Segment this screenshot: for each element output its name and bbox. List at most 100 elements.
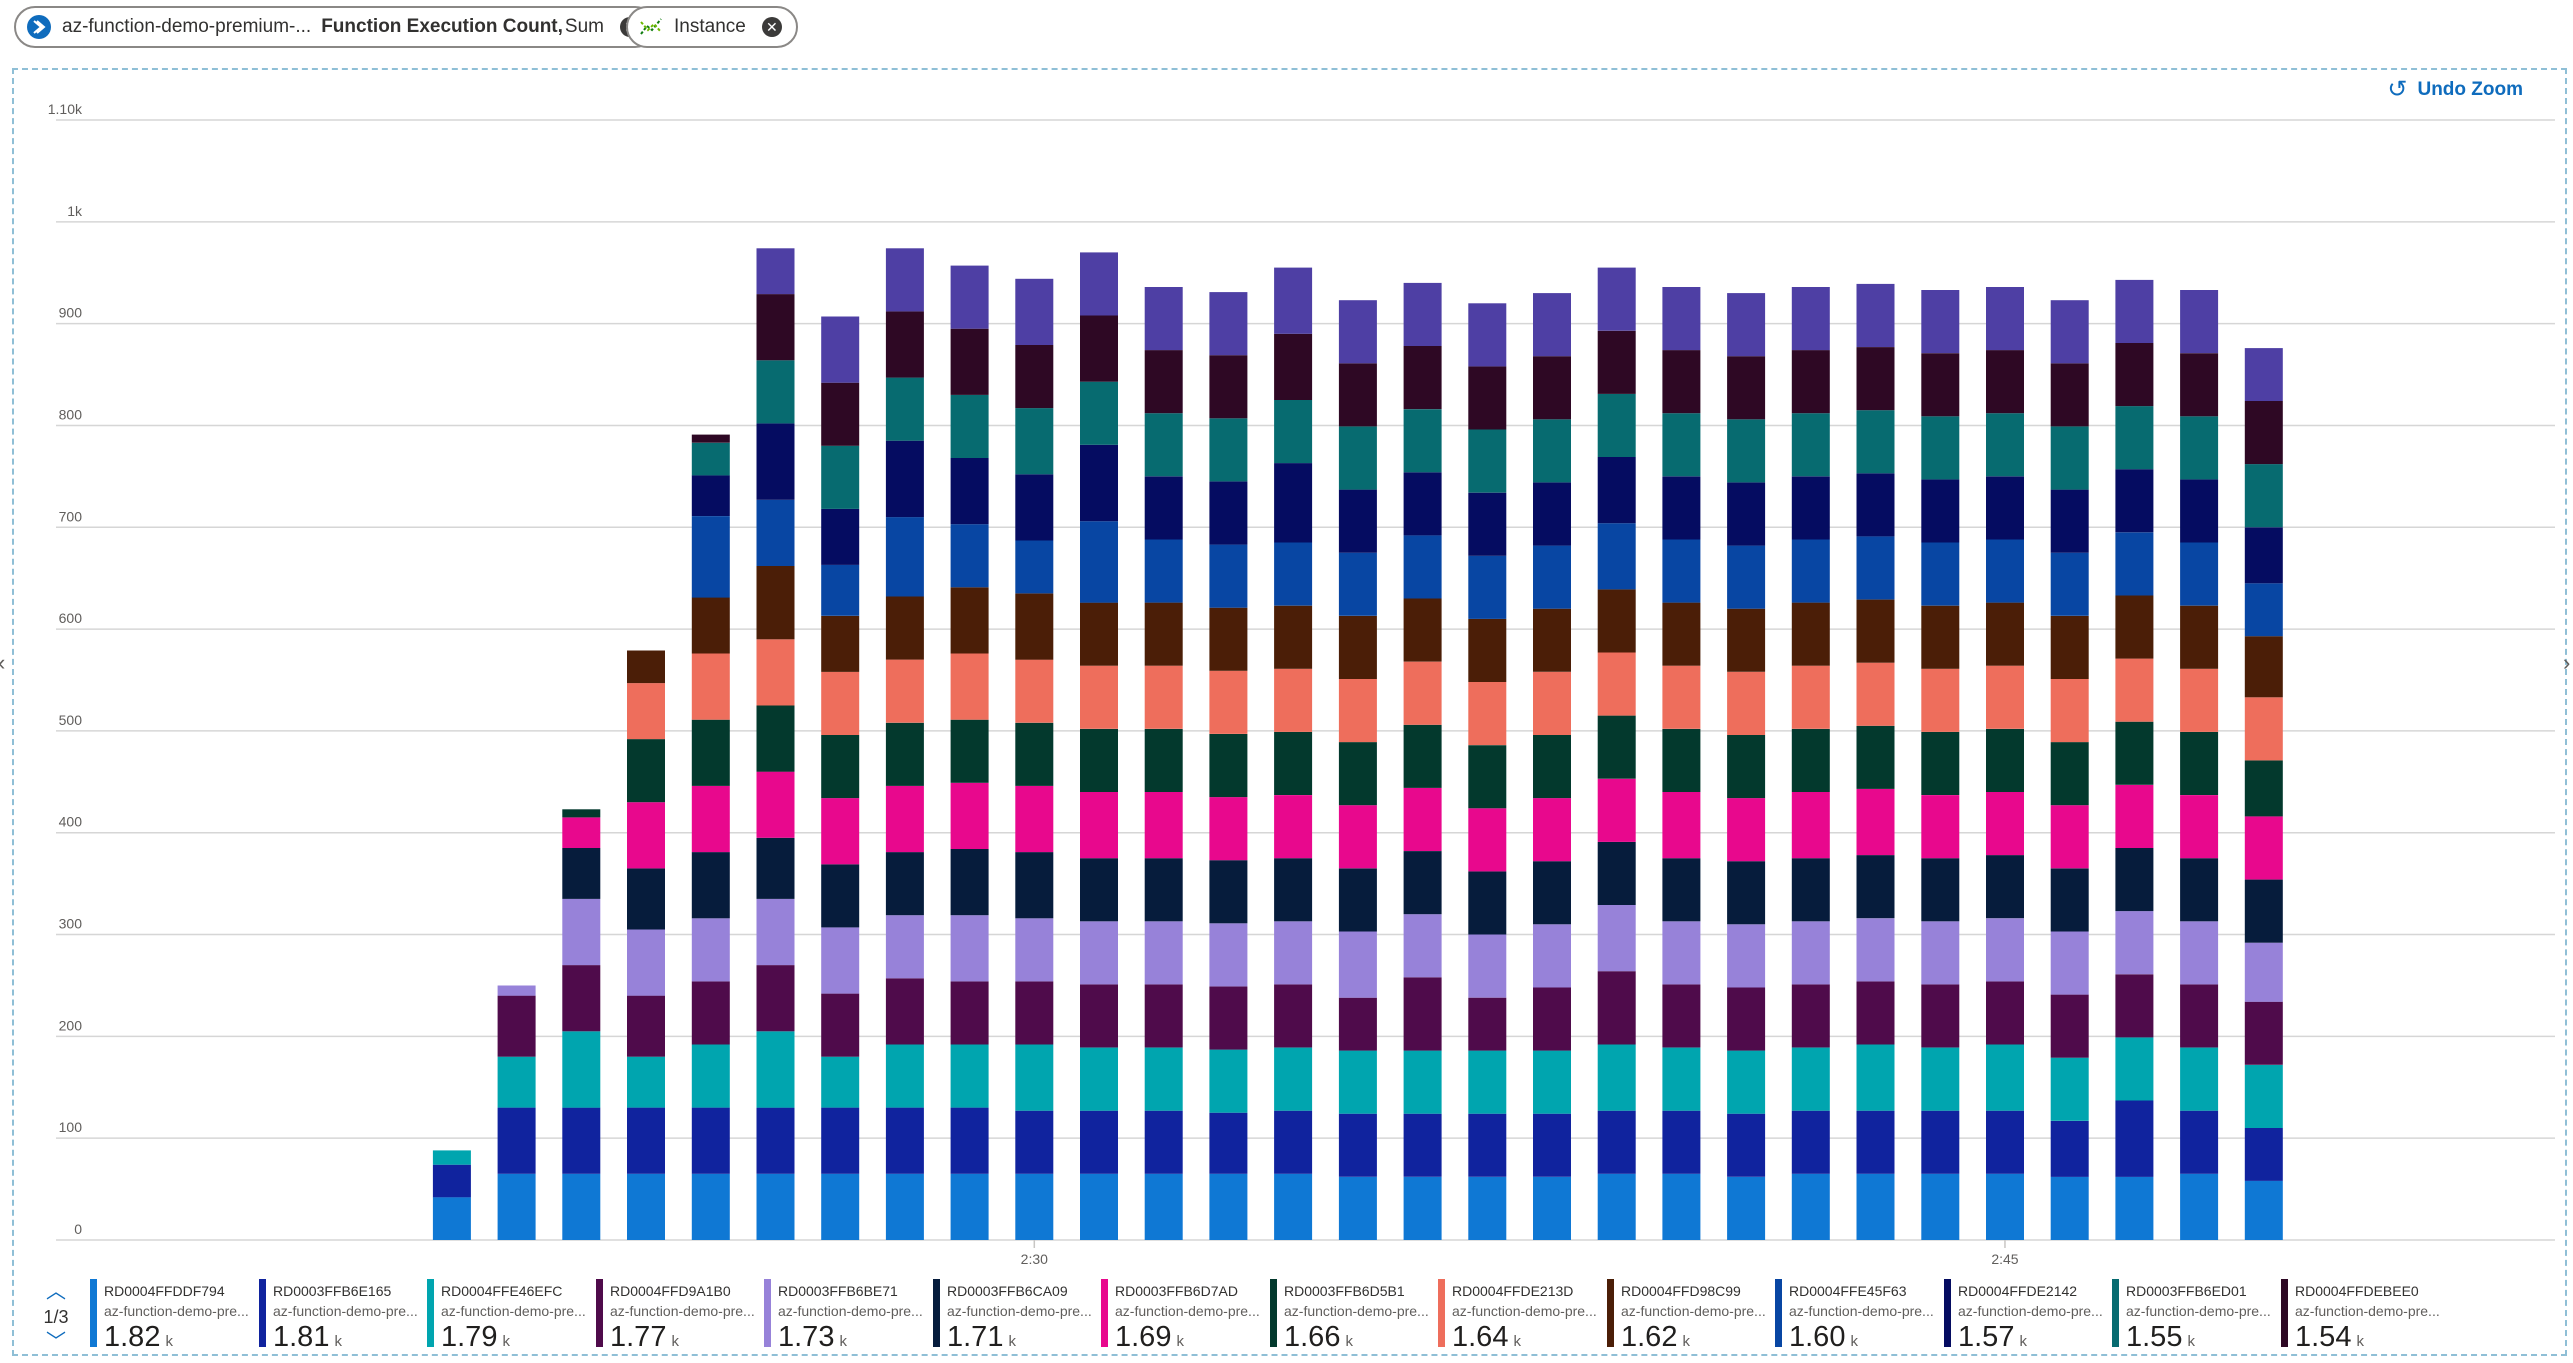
- bar-segment: [1533, 798, 1571, 862]
- legend-item[interactable]: RD0004FFD9A1B0 az-function-demo-pre... 1.7…: [596, 1279, 756, 1353]
- legend-resource-name: az-function-demo-pre...: [1789, 1303, 1934, 1319]
- bar-segment: [1274, 542, 1313, 606]
- bar-segment: [1209, 481, 1248, 545]
- bar-segment: [1856, 662, 1895, 726]
- legend-total: 1.54 k: [2295, 1321, 2364, 1354]
- bar-segment: [1209, 544, 1248, 608]
- chevron-right-icon[interactable]: ›: [2563, 650, 2571, 675]
- metric-name: Function Execution Count,: [321, 16, 563, 37]
- legend-item[interactable]: RD0003FFB6CA09 az-function-demo-pre... 1.7…: [933, 1279, 1093, 1353]
- bar-segment: [821, 798, 860, 865]
- bar-segment: [691, 981, 730, 1045]
- bar-segment: [1791, 1047, 1830, 1111]
- close-icon[interactable]: ✕: [761, 17, 782, 37]
- bar-segment: [885, 1044, 924, 1108]
- bar-segment: [1662, 1047, 1701, 1111]
- bar-segment: [2050, 679, 2089, 743]
- bar-segment: [1597, 589, 1636, 653]
- legend-item[interactable]: RD0004FFDDF794 az-function-demo-pre... 1.8…: [90, 1279, 250, 1353]
- chevron-left-icon[interactable]: ‹: [0, 650, 5, 676]
- legend-item[interactable]: RD0003FFB6E165 az-function-demo-pre... 1.8…: [259, 1279, 419, 1353]
- bar-segment: [885, 1107, 924, 1174]
- bar-segment: [432, 1164, 471, 1198]
- bar-segment: [2115, 1100, 2154, 1177]
- bar-segment: [1403, 661, 1442, 725]
- bar-segment: [756, 360, 795, 424]
- legend-item[interactable]: RD0004FFE46EFC az-function-demo-pre... 1.7…: [427, 1279, 587, 1353]
- legend-total: 1.55 k: [2126, 1321, 2195, 1354]
- bar-segment: [1080, 792, 1118, 859]
- bar-segment: [2115, 658, 2154, 722]
- bar-segment: [562, 965, 601, 1032]
- legend-item[interactable]: RD0003FFB6ED01 az-function-demo-pre... 1.5…: [2112, 1279, 2272, 1353]
- bar-segment: [1468, 682, 1507, 746]
- bar-segment: [1791, 413, 1830, 477]
- bar-segment: [950, 1173, 989, 1240]
- bar-segment: [1338, 997, 1377, 1051]
- bar-segment: [1597, 523, 1636, 590]
- bar-segment: [627, 929, 665, 996]
- y-tick-label: 800: [59, 406, 83, 422]
- legend-item[interactable]: RD0004FFDE2142 az-function-demo-pre... 1.5…: [1944, 1279, 2104, 1353]
- bar-segment: [1209, 670, 1248, 734]
- legend-resource-name: az-function-demo-pre...: [441, 1303, 586, 1319]
- bar-segment: [1533, 987, 1571, 1051]
- bar-segment: [2115, 532, 2154, 596]
- bar-segment: [1597, 457, 1636, 524]
- y-tick-label: 1k: [67, 203, 83, 219]
- legend-item[interactable]: RD0003FFB6D7AD az-function-demo-pre... 1.6…: [1101, 1279, 1261, 1353]
- bar-segment: [691, 434, 730, 443]
- legend-value: 1.71: [947, 1321, 1004, 1353]
- bar-segment: [2050, 300, 2089, 364]
- bar-segment: [1727, 735, 1766, 799]
- legend-item[interactable]: RD0004FFDEBEE0 az-function-demo-pre... 1.5…: [2281, 1279, 2441, 1353]
- bar-segment: [1403, 409, 1442, 473]
- bar-segment: [1662, 858, 1701, 922]
- metric-pill[interactable]: az-function-demo-premium-... Function Ex…: [14, 6, 656, 48]
- bar-segment: [1468, 429, 1507, 493]
- legend-unit: k: [1850, 1333, 1858, 1350]
- split-pill[interactable]: Instance ✕: [626, 6, 798, 48]
- bar-segment: [1015, 1110, 1054, 1174]
- bar-segment: [1080, 252, 1118, 316]
- bar-segment: [1921, 542, 1960, 606]
- bar-segment: [1209, 797, 1248, 861]
- bar-segment: [1533, 608, 1571, 672]
- legend-item[interactable]: RD0003FFB6BE71 az-function-demo-pre... 1.7…: [764, 1279, 924, 1353]
- legend-pager[interactable]: ︿ 1/3 ﹀: [38, 1282, 74, 1352]
- bar-segment: [497, 1173, 536, 1240]
- bar-segment: [1597, 841, 1636, 905]
- chevron-down-icon[interactable]: ﹀: [46, 1331, 66, 1353]
- legend-item[interactable]: RD0003FFB6D5B1 az-function-demo-pre... 1.6…: [1270, 1279, 1430, 1353]
- bar-segment: [1274, 333, 1313, 400]
- legend-item[interactable]: RD0004FFD98C99 az-function-demo-pre... 1.6…: [1607, 1279, 1767, 1353]
- bar-segment: [2180, 1173, 2219, 1240]
- bar-segment: [1921, 353, 1960, 417]
- bar-segment: [1338, 615, 1377, 679]
- bar-segment: [2115, 1037, 2154, 1101]
- bar-segment: [2050, 426, 2089, 490]
- bar-segment: [2180, 668, 2219, 732]
- bar-segment: [1403, 977, 1442, 1051]
- bar-segment: [1791, 792, 1830, 859]
- bar-segment: [1144, 858, 1183, 922]
- bar-segment: [1144, 984, 1183, 1048]
- y-axis: 0 100 200 300 400 500 600 700 800 900 1k 1.10k: [48, 101, 83, 1237]
- bar-segment: [1338, 300, 1377, 364]
- bar-segment: [1986, 476, 2024, 540]
- undo-zoom-button[interactable]: ↺ Undo Zoom: [2387, 78, 2523, 102]
- legend-swatch: [259, 1279, 266, 1347]
- bar-segment: [1274, 1110, 1313, 1174]
- bar-segment: [2180, 921, 2219, 985]
- bar-segment: [2244, 464, 2283, 528]
- bar-segment: [885, 978, 924, 1045]
- legend-item[interactable]: RD0004FFDE213D az-function-demo-pre... 1.6…: [1438, 1279, 1598, 1353]
- bar-segment: [950, 653, 989, 720]
- legend-unit: k: [839, 1333, 847, 1350]
- bar-segment: [950, 328, 989, 395]
- bar-segment: [2244, 879, 2283, 943]
- legend-item[interactable]: RD0004FFE45F63 az-function-demo-pre... 1.6…: [1775, 1279, 1935, 1353]
- legend-instance-name: RD0003FFB6E165: [273, 1283, 392, 1299]
- bar-segment: [756, 771, 795, 838]
- chevron-up-icon[interactable]: ︿: [46, 1281, 66, 1303]
